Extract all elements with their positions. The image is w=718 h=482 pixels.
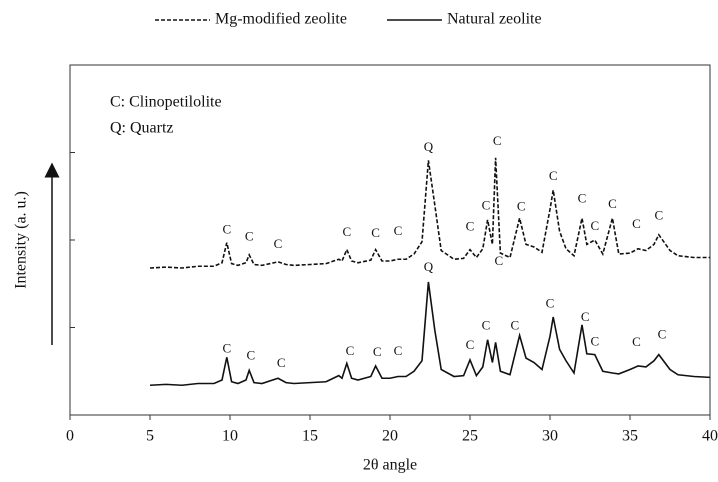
peak-label: C: [342, 224, 351, 239]
legend-label: Natural zeolite: [447, 11, 542, 28]
peak-label: C: [394, 343, 403, 358]
peak-label: C: [222, 340, 231, 355]
x-tick-label: 35: [622, 428, 638, 445]
peak-label: Q: [424, 139, 434, 154]
peak-label: C: [510, 318, 519, 333]
peak-label: C: [394, 223, 403, 238]
peak-label: C: [482, 318, 491, 333]
peak-label: C: [608, 196, 617, 211]
peak-label: C: [546, 296, 555, 311]
peak-label: C: [654, 207, 663, 222]
peak-label: C: [581, 309, 590, 324]
peak-label: Q: [424, 259, 434, 274]
x-tick-label: 5: [146, 428, 154, 445]
legend-label: Mg-modified zeolite: [215, 11, 347, 28]
x-axis-label: 2θ angle: [363, 457, 417, 474]
data-line: [149, 281, 711, 387]
peak-label: C: [632, 334, 641, 349]
y-axis-label: Intensity (a. u.): [13, 191, 30, 289]
peak-label: C: [494, 253, 503, 268]
x-tick-label: 0: [66, 428, 74, 445]
note: Q: Quartz: [110, 120, 174, 137]
peak-label: C: [371, 225, 380, 240]
x-tick-label: 20: [382, 428, 398, 445]
peak-label: C: [517, 199, 526, 214]
data-line: [149, 157, 710, 269]
note: C: Clinopetilolite: [110, 94, 222, 111]
peak-label: C: [346, 343, 355, 358]
peak-label: C: [245, 228, 254, 243]
peak-label: C: [482, 198, 491, 213]
peak-label: C: [549, 168, 558, 183]
peak-label: C: [373, 344, 382, 359]
peak-label: C: [632, 216, 641, 231]
peak-label: C: [274, 236, 283, 251]
x-tick-label: 10: [222, 428, 238, 445]
x-tick-label: 30: [542, 428, 558, 445]
peak-label: C: [277, 355, 286, 370]
peak-label: C: [222, 221, 231, 236]
peak-label: C: [578, 191, 587, 206]
x-tick-label: 15: [302, 428, 318, 445]
plot-frame: [69, 64, 711, 416]
peak-label: C: [658, 326, 667, 341]
peak-label: C: [590, 218, 599, 233]
x-tick-label: 25: [462, 428, 478, 445]
peak-label: C: [590, 333, 599, 348]
x-tick-label: 40: [702, 428, 718, 445]
peak-label: C: [246, 347, 255, 362]
peak-label: C: [466, 337, 475, 352]
peak-label: C: [466, 219, 475, 234]
peak-label: C: [493, 133, 502, 148]
